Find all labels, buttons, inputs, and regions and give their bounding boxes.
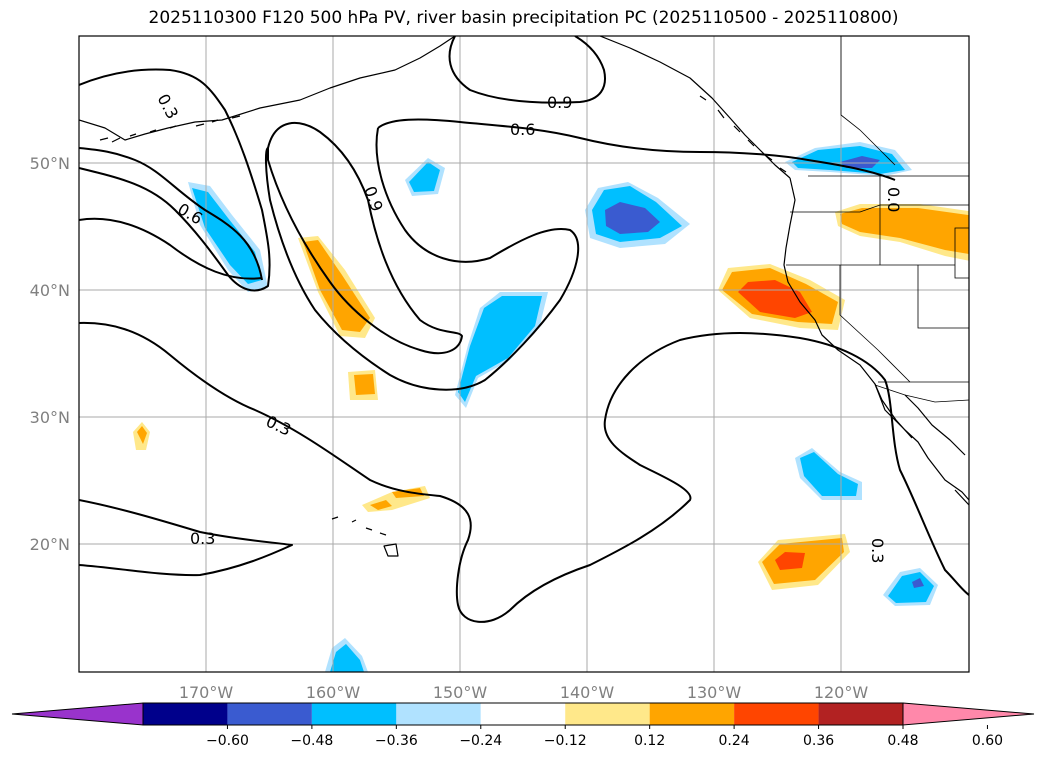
precip-neg-area (888, 572, 934, 603)
colorbar-tick-label: −0.48 (290, 733, 333, 749)
colorbar-segment (480, 703, 566, 725)
colorbar-outline (142, 702, 904, 726)
pv-contour-0.6-main (377, 118, 896, 181)
north-america-west-coast (783, 177, 969, 501)
contour-label: 0.9 (360, 184, 387, 214)
precip-neg-area (912, 578, 924, 588)
lon-tick-label: 120°W (814, 683, 869, 702)
pv-contour-0.9 (267, 122, 463, 355)
contour-label: 0.3 (153, 91, 182, 122)
political-boundaries (786, 36, 969, 403)
precip-shading (133, 142, 969, 672)
precip-neg-area (605, 202, 660, 234)
colorbar: −0.60 −0.48 −0.36 −0.24 −0.12 0.12 0.24 0.36 0.4… (11, 702, 1035, 749)
pv-contour-0.3-mid (79, 321, 969, 623)
colorbar-tick-label: −0.24 (459, 733, 502, 749)
colorbar-extend-low (11, 702, 144, 726)
hawaiian-islands (331, 516, 399, 557)
contour-label: 0.3 (868, 538, 887, 563)
lon-tick-label: 140°W (560, 683, 615, 702)
map-title: 2025110300 F120 500 hPa PV, river basin … (148, 8, 899, 28)
lon-tick-label: 170°W (179, 683, 234, 702)
pv-contours (79, 36, 969, 623)
contour-label: 0.3 (190, 529, 215, 548)
pv-contour-0.9-north (448, 36, 606, 104)
colorbar-tick-label: −0.60 (206, 733, 249, 749)
precip-neg-area (409, 162, 440, 192)
colorbar-tick-label: 0.48 (887, 733, 918, 749)
montana-border (954, 227, 969, 279)
colorbar-extend-high (902, 702, 1035, 726)
precip-pos-area (840, 208, 969, 254)
map-area: 0.3 0.6 0.9 0.6 0.9 0.3 0.3 0.3 0.0 (79, 36, 969, 672)
alaska-panhandle-coast (599, 36, 791, 179)
map-frame (78, 35, 970, 673)
colorbar-tick-label: 0.24 (719, 733, 750, 749)
lon-tick-label: 150°W (433, 683, 488, 702)
contour-label: 0.0 (884, 187, 903, 212)
colorbar-tick-label: −0.12 (544, 733, 587, 749)
baja-coast (874, 383, 913, 439)
pv-contour-0.6-west (79, 217, 263, 280)
oregon-washington-border (790, 204, 969, 213)
precip-neg-area (800, 452, 858, 496)
precip-pos-area (354, 374, 375, 395)
colorbar-tick-label: 0.12 (634, 733, 665, 749)
lat-tick-label: 40°N (30, 281, 70, 300)
pv-contour-0.6-loop2 (264, 127, 580, 391)
lon-tick-labels: 170°W 160°W 150°W 140°W 130°W 120°W (179, 683, 869, 702)
us-mexico-border (874, 384, 969, 403)
colorbar-segment (734, 703, 819, 725)
lat-tick-label: 50°N (30, 154, 70, 173)
precip-pos-area (303, 240, 370, 332)
lat-tick-label: 30°N (30, 408, 70, 427)
colorbar-segment (818, 703, 903, 725)
precip-neg-area (458, 296, 542, 402)
colorbar-segment (396, 703, 481, 725)
gulf-of-california-coast (904, 394, 966, 456)
coastlines (79, 36, 969, 557)
lat-tick-label: 20°N (30, 535, 70, 554)
alaska-coast (79, 36, 456, 141)
bc-islands (699, 95, 787, 173)
precip-pos-area (775, 552, 805, 570)
colorbar-segment (227, 703, 312, 725)
pv-contour-0.6-loop (79, 147, 263, 281)
contour-label: 0.9 (547, 93, 572, 112)
precip-neg-area (840, 156, 880, 168)
precip-pos-area (370, 488, 424, 510)
colorbar-segment (565, 703, 650, 725)
precip-pos-area (137, 426, 147, 444)
colorbar-segment (143, 703, 228, 725)
colorbar-tick-label: −0.36 (375, 733, 418, 749)
california-nevada-diagonal (839, 265, 911, 383)
colorbar-tick-label: 0.36 (803, 733, 834, 749)
colorbar-segment (311, 703, 397, 725)
nevada-border (917, 265, 969, 329)
pv-contour-0.3-north (79, 68, 271, 292)
canada-alaska-border (840, 36, 896, 166)
mexico-coast (954, 489, 969, 506)
aleutian-islands (99, 115, 241, 143)
lon-tick-label: 130°W (687, 683, 742, 702)
precip-neg-area (330, 644, 364, 672)
precip-neg-area (192, 188, 262, 284)
lon-tick-label: 160°W (306, 683, 361, 702)
lat-tick-labels: 50°N 40°N 30°N 20°N (30, 154, 70, 554)
contour-label: 0.6 (510, 120, 535, 139)
colorbar-segment (649, 703, 735, 725)
colorbar-tick-label: 0.60 (972, 733, 1003, 749)
pv-contour-0.3-south (79, 499, 293, 577)
